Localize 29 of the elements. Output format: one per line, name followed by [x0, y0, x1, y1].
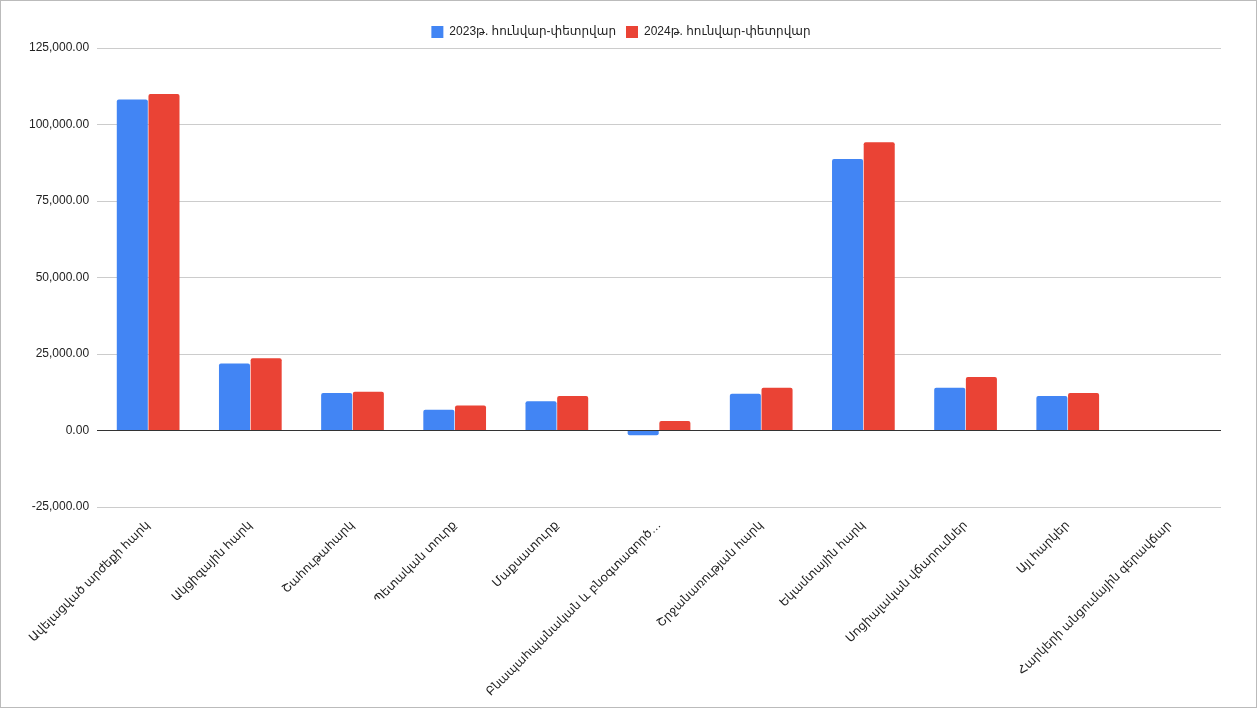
- bar: [965, 377, 997, 431]
- y-tick-label: 50,000.00: [35, 269, 90, 284]
- bar: [934, 387, 966, 431]
- y-tick-label: 75,000.00: [35, 193, 90, 208]
- bar: [627, 431, 659, 436]
- y-tick-label: -25,000.00: [31, 499, 90, 514]
- bar: [863, 142, 895, 431]
- bar: [832, 159, 864, 431]
- bar: [729, 393, 761, 431]
- bar: [423, 409, 455, 431]
- bar: [761, 387, 793, 431]
- y-tick-label: 100,000.00: [29, 116, 90, 131]
- y-tick-label: 0.00: [65, 422, 90, 437]
- bar: [454, 405, 487, 431]
- bar: [218, 363, 251, 431]
- bar: [1036, 396, 1068, 431]
- bar: [116, 99, 148, 431]
- bar: [1068, 392, 1100, 431]
- bar: [525, 401, 557, 431]
- bar: [148, 93, 180, 431]
- legend-label: 2023թ. հունվար-փետրվար: [449, 24, 617, 39]
- bar: [250, 358, 282, 431]
- bar: [659, 421, 691, 431]
- bar: [557, 396, 589, 431]
- bar: [352, 391, 384, 431]
- y-tick-label: 25,000.00: [35, 346, 90, 361]
- y-tick-label: 125,000.00: [29, 40, 90, 55]
- legend-label: 2024թ. հունվար-փետրվար: [644, 24, 811, 39]
- bar: [321, 392, 353, 431]
